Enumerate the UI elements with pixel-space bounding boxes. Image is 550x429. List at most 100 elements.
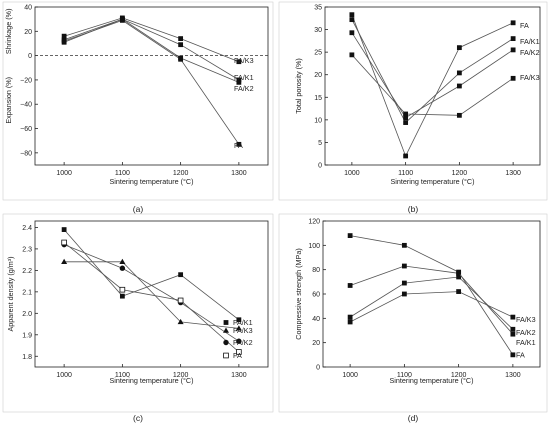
x-tick-label: 1100 [398, 170, 413, 177]
data-point-fa-k3 [235, 325, 242, 331]
y-tick-label: 20 [314, 72, 322, 79]
x-tick-label: 1200 [452, 170, 468, 177]
data-point-fa-k2 [403, 115, 409, 120]
data-point-fa-k2 [119, 265, 126, 271]
panel-label: (d) [408, 413, 419, 423]
data-point-fa [401, 242, 407, 248]
y-tick-label: −80 [20, 150, 32, 157]
plot-area [322, 220, 541, 368]
x-axis-label: Sintering temperature (°C) [110, 177, 194, 186]
x-axis-label: Sintering temperature (°C) [390, 376, 474, 385]
series-line-fa-k2 [349, 276, 514, 330]
data-point-fa [236, 349, 242, 355]
data-point-fa-k3 [456, 289, 462, 294]
legend-marker [223, 352, 229, 359]
data-point-fa-k2 [236, 79, 242, 85]
y-tick-label: 2.0 [22, 311, 32, 318]
series-line-fa-k2 [63, 18, 240, 83]
x-tick-label: 1100 [397, 372, 412, 379]
data-point-fa-k2 [401, 280, 407, 286]
y-tick-label: 0 [318, 163, 322, 170]
data-point-fa [119, 17, 125, 23]
data-point-fa-k1 [401, 263, 407, 269]
data-point-fa-k2 [456, 83, 462, 89]
data-point-fa-k1 [403, 120, 409, 125]
series-line-fa-k3 [64, 261, 239, 329]
y-tick-label: 40 [24, 5, 32, 12]
panel-c: 1000 1100 1200 1300 1.8 1.9 2.0 2.1 2.2 2.3 2.4 Sin… [2, 213, 274, 423]
x-tick-label: 1100 [115, 372, 130, 379]
y-tick-label: 120 [308, 219, 320, 226]
y-tick-label: 0 [28, 53, 32, 60]
data-point-fa-k2 [347, 314, 353, 320]
series-label-fa-k1: FA/K1 [234, 73, 254, 82]
series-label-fa-k2: FA/K2 [516, 328, 536, 337]
y-tick-label: −20 [20, 77, 32, 84]
series-label-fa: FA [516, 350, 525, 359]
series-label-fa-k1: FA/K1 [520, 37, 540, 46]
x-tick-label: 1200 [173, 372, 189, 379]
y-tick-label: 40 [312, 316, 320, 323]
x-axis-label: Sintering temperature (°C) [391, 177, 475, 186]
data-point-fa-k3 [456, 112, 462, 118]
x-tick-label: 1000 [344, 170, 360, 177]
series-line-fa [351, 14, 514, 157]
series-line-fa-k3 [349, 291, 514, 323]
data-point-fa [403, 153, 409, 159]
data-point-fa-k3 [347, 319, 353, 325]
y-tick-label: 30 [314, 27, 322, 34]
series-line-fa-k1 [349, 265, 514, 335]
data-point-fa-k3 [61, 258, 68, 264]
series-label-fa-k1: FA/K1 [516, 338, 536, 347]
data-point-fa-k3 [401, 291, 407, 297]
data-point-fa [347, 233, 353, 238]
data-point-fa-k3 [119, 258, 126, 264]
plot-area [324, 6, 541, 166]
y-tick-label: 2.2 [22, 268, 32, 275]
data-point-fa-k1 [236, 77, 242, 83]
series-line-fa-k1 [63, 229, 240, 321]
series-line-fa [63, 242, 240, 353]
x-tick-label: 1000 [342, 372, 358, 379]
panel-a: 1000 1100 1200 1300 40 20 0 −20 −40 −60 −80 Sinteri… [2, 1, 274, 214]
data-point-fa-k3 [510, 314, 516, 320]
y-tick-label: 15 [314, 95, 322, 102]
data-point-fa-k2 [456, 274, 462, 280]
data-point-fa-k3 [236, 59, 242, 65]
panel-label: (b) [408, 204, 419, 214]
data-point-fa [61, 38, 67, 44]
series-label-fa-k3: FA/K3 [233, 326, 253, 335]
series-label-fa-k2: FA/K2 [234, 84, 254, 93]
y-tick-label: 35 [314, 5, 322, 12]
x-tick-label: 1000 [56, 372, 72, 379]
x-tick-label: 1200 [173, 170, 189, 177]
data-point-fa-k3 [177, 318, 184, 325]
x-tick-label: 1000 [56, 170, 72, 177]
data-point-fa-k1 [61, 227, 67, 232]
series-label-fa-k2: FA/K2 [520, 48, 540, 57]
x-tick-label: 1300 [231, 372, 247, 379]
series-line-fa [350, 235, 514, 356]
series-line-fa-k1 [351, 19, 514, 124]
y-tick-label: 100 [308, 243, 320, 250]
y-tick-label: 25 [314, 50, 322, 57]
y-axis-label: Compressive strength (MPa) [294, 248, 303, 339]
panel-frame [278, 1, 548, 201]
y-tick-label: 20 [24, 29, 32, 36]
data-point-fa [349, 12, 355, 18]
series-label-fa: FA [520, 21, 529, 30]
y-axis-label: Apparent density (g/m³) [6, 256, 15, 331]
data-point-fa-k2 [236, 338, 242, 344]
data-point-fa-k3 [61, 33, 67, 39]
y-tick-label: −60 [20, 126, 32, 133]
series-line-fa-k1 [63, 18, 240, 81]
series-line-fa-k2 [351, 32, 514, 119]
data-point-fa-k1 [178, 42, 184, 48]
series-label-fa: FA [233, 351, 242, 360]
y-tick-label: 10 [314, 117, 322, 124]
y-tick-label: 0 [316, 365, 320, 372]
series-label-fa-k3: FA/K3 [520, 73, 540, 82]
data-point-fa-k1 [178, 272, 184, 278]
panel-frame [2, 213, 274, 413]
